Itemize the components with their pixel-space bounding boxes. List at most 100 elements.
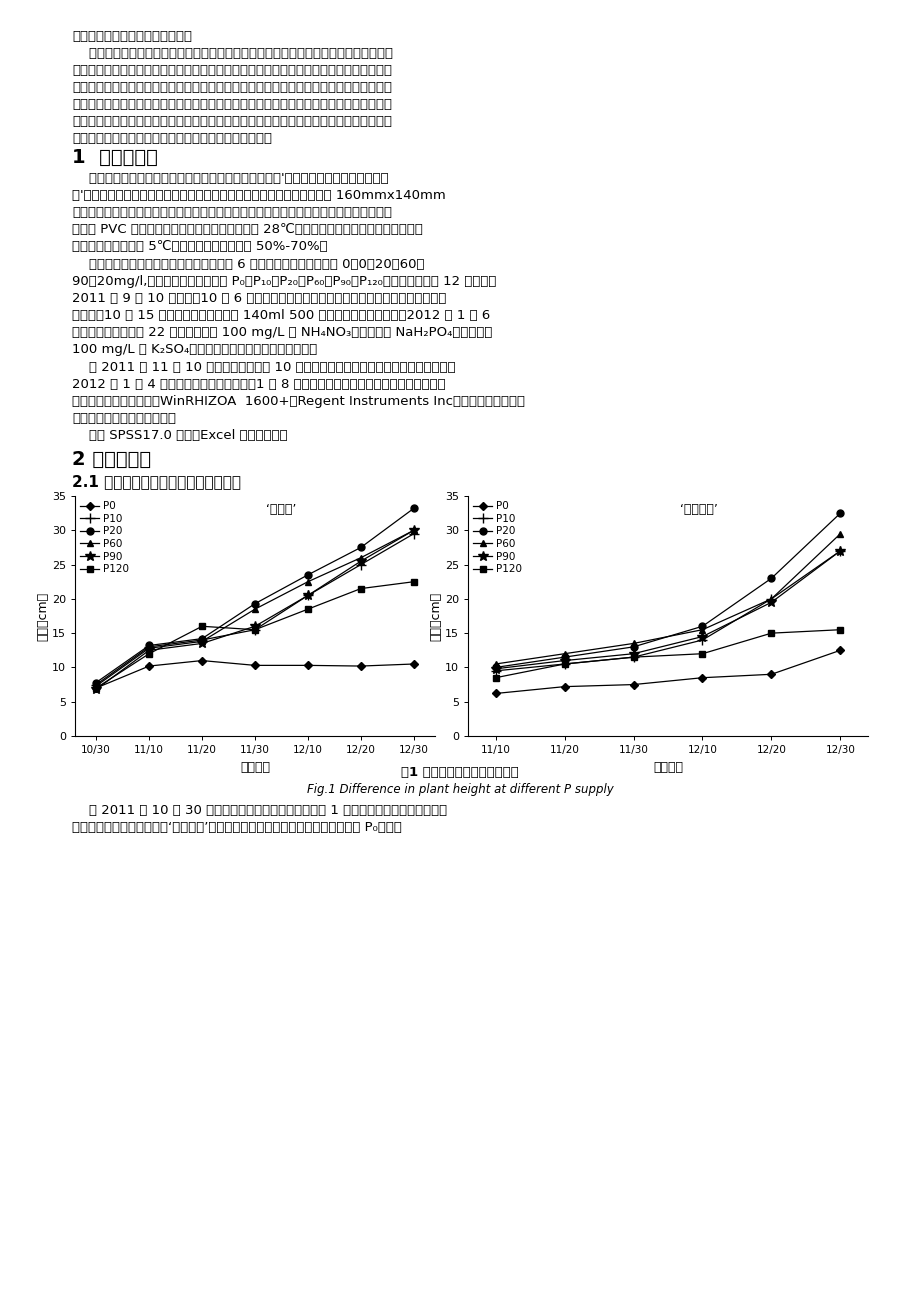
P60	[559, 646, 570, 661]
Text: 自 2011 年 11 月 10 日开始，平均每隔 10 天对一串红的株高、冠幅、叶片数进行统计，: 自 2011 年 11 月 10 日开始，平均每隔 10 天对一串红的株高、冠幅…	[72, 361, 455, 374]
Line: P10: P10	[91, 529, 418, 690]
P20	[408, 500, 419, 516]
Legend: P0, P10, P20, P60, P90, P120: P0, P10, P20, P60, P90, P120	[471, 499, 524, 577]
P120	[302, 602, 313, 617]
P60	[834, 526, 845, 542]
P0	[302, 658, 313, 673]
Line: P10: P10	[490, 546, 845, 676]
P90	[143, 642, 154, 658]
P90	[490, 661, 501, 677]
P10	[490, 663, 501, 678]
P20	[834, 505, 845, 521]
P90	[355, 553, 366, 569]
P90	[628, 646, 639, 661]
P0	[408, 656, 419, 672]
P90	[408, 522, 419, 538]
P90	[249, 618, 260, 634]
P90	[197, 635, 208, 651]
P10	[628, 650, 639, 665]
P10	[766, 591, 777, 607]
Line: P20: P20	[492, 509, 843, 671]
P10	[143, 639, 154, 655]
Text: 始处理。10 月 15 日开始，每隔四天添加 140ml 500 倍改良的霍格兰营养液，2012 年 1 月 6: 始处理。10 月 15 日开始，每隔四天添加 140ml 500 倍改良的霍格兰…	[72, 309, 490, 322]
Text: 100 mg/L 的 K₂SO₄，微量元素采用霍格兰营养液配方。: 100 mg/L 的 K₂SO₄，微量元素采用霍格兰营养液配方。	[72, 342, 317, 355]
Text: 且污染环境。对一串红进行营养研究，建立一串红营养诊断的部分指标，可以将一串红从传: 且污染环境。对一串红进行营养研究，建立一串红营养诊断的部分指标，可以将一串红从传	[72, 64, 391, 77]
P10	[834, 543, 845, 559]
Text: 采用 SPSS17.0 软件、Excel 表格分析数据: 采用 SPSS17.0 软件、Excel 表格分析数据	[72, 428, 288, 441]
Text: 使植株根深、秵壮、叶茂、花繁。: 使植株根深、秵壮、叶茂、花繁。	[72, 30, 192, 43]
P90	[302, 587, 313, 603]
Text: 温，冬季最低温度在 5℃以上，平均相对湿度为 50%-70%。: 温，冬季最低温度在 5℃以上，平均相对湿度为 50%-70%。	[72, 240, 327, 253]
X-axis label: 调查日期: 调查日期	[652, 760, 682, 773]
P20	[249, 596, 260, 612]
P90	[697, 629, 708, 644]
Text: 图1 不同磷施用量对株高的影响: 图1 不同磷施用量对株高的影响	[401, 766, 518, 779]
Text: 2011 年 9 月 10 日播种，10 月 6 日上盆，对基质进行淋洗和清水缓苗预处理一周左右后开: 2011 年 9 月 10 日播种，10 月 6 日上盆，对基质进行淋洗和清水缓…	[72, 292, 446, 305]
Line: P90: P90	[91, 526, 418, 694]
Y-axis label: 株高（cm）: 株高（cm）	[36, 591, 49, 641]
X-axis label: 调查日期: 调查日期	[240, 760, 269, 773]
Line: P60: P60	[93, 527, 417, 690]
P120	[355, 581, 366, 596]
Text: ‘展望红’: ‘展望红’	[266, 503, 296, 516]
P10	[697, 633, 708, 648]
P120	[766, 625, 777, 641]
Text: 其鲜重。用根系扫描仪（WinRHIZOA  1600+，Regent Instruments Inc）测定根长、根表面: 其鲜重。用根系扫描仪（WinRHIZOA 1600+，Regent Instru…	[72, 395, 525, 408]
Text: 采取单因子完全随机区组试验设计。共设 6 个处理，施用浓度依次为 0、0、20、60、: 采取单因子完全随机区组试验设计。共设 6 个处理，施用浓度依次为 0、0、20、…	[72, 258, 424, 271]
P20	[302, 568, 313, 583]
Text: 本实验所用的材料为一串红进口品种展望系类的展望红'及自主品种续红系类的续红三: 本实验所用的材料为一串红进口品种展望系类的展望红'及自主品种续红系类的续红三	[72, 172, 388, 185]
P120	[143, 646, 154, 661]
P60	[408, 522, 419, 538]
P120	[249, 622, 260, 638]
P120	[834, 622, 845, 638]
Line: P120: P120	[94, 579, 416, 691]
Line: P60: P60	[492, 530, 843, 668]
Text: 从 2011 年 10 月 30 日起，每隔十天测得株高结果如图 1 所示，两品种的株高随时间推: 从 2011 年 10 月 30 日起，每隔十天测得株高结果如图 1 所示，两品…	[72, 805, 447, 816]
P10	[197, 633, 208, 648]
P0	[143, 659, 154, 674]
P0	[559, 678, 570, 694]
P20	[91, 674, 102, 690]
Text: 层瓦楞 PVC 板材双面屋顶连动式温室，夏季温室 28℃时开始采用风扇、水帘及喷雾系统降: 层瓦楞 PVC 板材双面屋顶连动式温室，夏季温室 28℃时开始采用风扇、水帘及喷…	[72, 223, 423, 236]
Line: P90: P90	[490, 546, 845, 673]
P60	[628, 635, 639, 651]
Text: 统意义上的经验施肂转向科学施肂。目前尚无对一串红磷营养的具体研究，且轻质、清洁、: 统意义上的经验施肂转向科学施肂。目前尚无对一串红磷营养的具体研究，且轻质、清洁、	[72, 81, 391, 94]
P0	[490, 686, 501, 702]
P20	[355, 539, 366, 555]
Text: 移均呼现逐渐上升的趋势，‘续红三号’前期株高增长较慢，后期增长较快。两品种 P₀处理上: 移均呼现逐渐上升的趋势，‘续红三号’前期株高增长较慢，后期增长较快。两品种 P₀…	[72, 822, 402, 835]
Text: ‘续红三号’: ‘续红三号’	[679, 503, 717, 516]
P120	[697, 646, 708, 661]
P10	[302, 587, 313, 603]
P10	[559, 656, 570, 672]
P10	[249, 622, 260, 638]
Line: P0: P0	[493, 647, 843, 697]
Text: 积、根系体积、根平均直径。: 积、根系体积、根平均直径。	[72, 411, 176, 424]
P120	[91, 680, 102, 695]
P0	[766, 667, 777, 682]
P20	[490, 660, 501, 676]
Text: 号'两个品种。选择国产草炭作为播种基质，用纯珍珠岩做栽培基质，使用 160mmx140mm: 号'两个品种。选择国产草炭作为播种基质，用纯珍珠岩做栽培基质，使用 160mmx…	[72, 189, 446, 202]
P20	[697, 618, 708, 634]
P20	[197, 630, 208, 646]
Text: Fig.1 Difference in plant height at different P supply: Fig.1 Difference in plant height at diff…	[306, 783, 613, 796]
P0	[834, 642, 845, 658]
Text: 红色塑料盆做栽培容器。栽培试验都在北林科技股份有限公司现代化温室中进行。温室为双: 红色塑料盆做栽培容器。栽培试验都在北林科技股份有限公司现代化温室中进行。温室为双	[72, 206, 391, 219]
Text: 90、20mg/l,为了表示方便，文中用 P₀、P₁₀、P₂₀、P₆₀、P₉₀、P₁₂₀表示，每个处理 12 个重复。: 90、20mg/l,为了表示方便，文中用 P₀、P₁₀、P₂₀、P₆₀、P₉₀、…	[72, 275, 496, 288]
P60	[490, 656, 501, 672]
P60	[143, 641, 154, 656]
P60	[697, 622, 708, 638]
Text: 园林应用上对一串红的施肂主要是经验施肂，缺乏科学的理论指导，造成肂料浪费，而: 园林应用上对一串红的施肂主要是经验施肂，缺乏科学的理论指导，造成肂料浪费，而	[72, 47, 392, 60]
Text: 环保的基质栽培是现代城市对盆花的要求。故本实验着重研究了无土栽培条件下不同磷施用: 环保的基质栽培是现代城市对盆花的要求。故本实验着重研究了无土栽培条件下不同磷施用	[72, 98, 391, 111]
P10	[408, 526, 419, 542]
P60	[355, 549, 366, 565]
Text: 2012 年 1 月 4 日用游标卡尺测量其茎糞、1 月 8 日全株取样，各器官用自来水清洗后阴干测: 2012 年 1 月 4 日用游标卡尺测量其茎糞、1 月 8 日全株取样，各器官…	[72, 378, 445, 391]
P0	[249, 658, 260, 673]
P20	[628, 639, 639, 655]
P120	[490, 671, 501, 686]
Legend: P0, P10, P20, P60, P90, P120: P0, P10, P20, P60, P90, P120	[78, 499, 131, 577]
Y-axis label: 株高（cm）: 株高（cm）	[428, 591, 442, 641]
Line: P0: P0	[94, 658, 416, 691]
Text: 2 结果与分析: 2 结果与分析	[72, 450, 151, 469]
P60	[302, 574, 313, 590]
Line: P120: P120	[493, 628, 843, 681]
